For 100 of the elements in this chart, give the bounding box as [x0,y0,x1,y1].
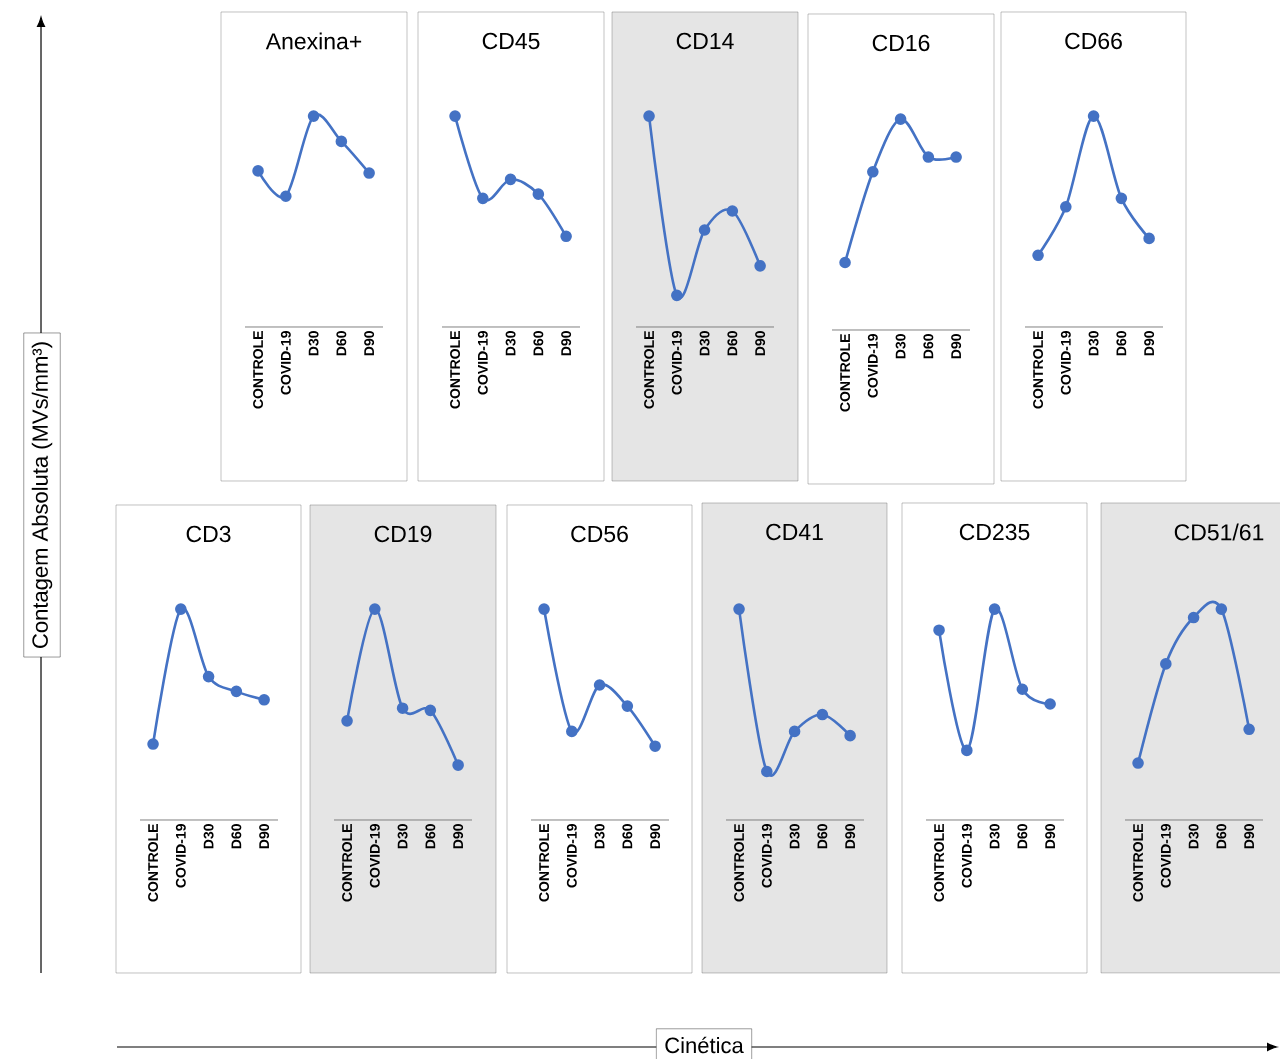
x-tick-label: D30 [397,824,408,849]
point [649,740,661,752]
x-tick-label: D30 [594,824,605,849]
x-tick-label: CONTROLE [934,824,945,902]
point [671,289,683,302]
point [280,190,292,203]
point [1044,698,1056,710]
point [1016,683,1029,696]
x-tick-label: D60 [1017,824,1028,849]
point [788,725,801,738]
x-tick-label: D90 [561,331,572,356]
point [643,110,655,122]
x-tick-label: CONTROLE [644,331,655,409]
point [1060,200,1072,213]
point [566,725,578,738]
x-tick-label: COVID-19 [477,331,488,395]
point [1132,757,1144,769]
point [922,151,935,163]
point [1115,192,1128,205]
x-tick-label: D60 [533,331,544,356]
point [844,729,856,742]
point [202,670,215,683]
point [733,603,745,615]
x-tick-label: D90 [1144,331,1155,356]
point [1187,611,1200,624]
point [147,738,159,750]
x-tick-label: D60 [817,824,828,849]
point [754,260,766,272]
point [252,165,264,177]
x-tick-label: COVID-19 [961,824,972,888]
x-tick-label: D90 [259,824,270,849]
point [988,603,1001,615]
point [961,744,973,757]
point [933,624,945,636]
chart-title: CD16 [872,34,930,52]
x-tick-label: CONTROLE [539,824,550,902]
point [1087,110,1100,122]
chart-title: CD66 [1065,32,1122,50]
point [816,708,829,721]
x-tick-label: D30 [1188,824,1199,849]
chart-title: CD45 [482,32,540,50]
text: Cinética [665,1036,744,1054]
x-tick-label: D90 [453,824,464,849]
point [950,151,962,163]
x-tick-label: CONTROLE [1133,824,1144,902]
x-tick-label: CONTROLE [342,824,353,902]
x-tick-label: COVID-19 [671,331,682,395]
point [532,188,545,200]
x-tick-label: D30 [895,334,906,359]
point [1160,658,1172,670]
point [593,679,606,691]
point [1215,603,1228,615]
x-tick-label: D60 [336,331,347,356]
point [621,700,634,712]
x-tick-label: COVID-19 [1160,824,1171,888]
x-tick-label: COVID-19 [761,824,772,888]
x-tick-label: D90 [755,331,766,356]
chart-title: CD14 [676,32,734,50]
x-tick-label: D30 [1088,331,1099,356]
x-tick-label: D30 [308,331,319,356]
x-tick-label: D60 [1116,331,1127,356]
point [1243,723,1255,736]
x-tick-label: CONTROLE [253,331,264,409]
point [504,173,517,186]
x-tick-label: COVID-19 [175,824,186,888]
point [335,135,348,148]
x-tick-label: D60 [231,824,242,849]
point [307,110,320,122]
point [341,715,353,727]
x-tick-label: COVID-19 [566,824,577,888]
x-tick-label: COVID-19 [280,331,291,395]
chart-title: Anexina+ [265,32,362,50]
point [1143,232,1155,245]
point [424,704,437,717]
x-tick-label: D60 [622,824,633,849]
x-tick-label: D30 [699,331,710,356]
x-tick-label: CONTROLE [734,824,745,902]
x-tick-label: D60 [425,824,436,849]
point [726,205,739,217]
x-tick-label: D30 [203,824,214,849]
point [363,167,375,179]
chart-title: CD51/61 [1174,523,1264,541]
point [369,603,381,615]
point [175,603,187,615]
point [230,685,243,698]
x-tick-label: D90 [951,334,962,359]
point [560,230,572,243]
x-tick-label: D30 [789,824,800,849]
x-tick-label: CONTROLE [450,331,461,409]
chart-title: CD56 [571,525,628,543]
chart-title: CD3 [186,525,231,543]
point [258,693,270,706]
point [538,603,550,615]
x-tick-label: CONTROLE [1033,331,1044,409]
point [1032,249,1044,262]
x-tick-label: D60 [1216,824,1227,849]
chart-title: CD41 [766,523,823,541]
text: Contagem Absoluta (MVs/mm³) [31,342,53,648]
point [761,765,773,778]
point [698,224,711,236]
